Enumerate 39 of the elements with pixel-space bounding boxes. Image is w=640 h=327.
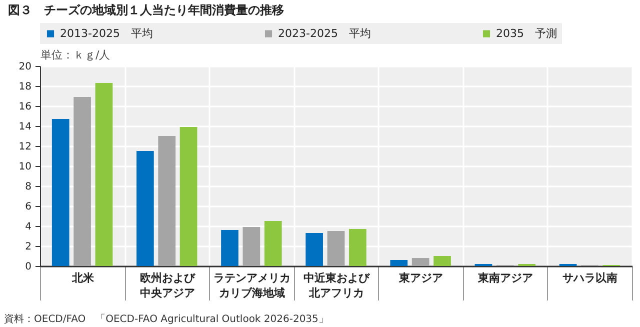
y-axis-title: 単位：ｋｇ/人 — [40, 48, 110, 62]
x-tick-label: ラテンアメリカカリブ海地域 — [213, 272, 290, 300]
bar — [158, 136, 176, 266]
bar — [180, 127, 198, 266]
bar — [242, 227, 260, 266]
x-tick-label: 東アジア — [398, 272, 444, 284]
y-tick-label: 6 — [25, 202, 32, 212]
y-tick-label: 0 — [25, 262, 32, 272]
y-tick-label: 14 — [18, 122, 32, 132]
legend-label: 2035 予測 — [496, 26, 557, 40]
bar — [221, 230, 238, 266]
bar — [349, 229, 366, 266]
bar — [390, 260, 408, 266]
x-tick-label: 北米 — [70, 272, 95, 284]
bar — [264, 221, 282, 266]
y-tick-label: 16 — [18, 102, 32, 112]
bar — [306, 233, 323, 266]
bar — [327, 231, 345, 266]
text: 資料：OECD/FAO 「OECD-FAO Agricultural Outlook 2026-2035」 — [4, 312, 328, 326]
y-tick-label: 20 — [18, 62, 32, 72]
x-tick-label: 中近東および北アフリカ — [304, 272, 370, 300]
y-tick-label: 12 — [18, 142, 32, 152]
bar — [74, 97, 91, 266]
y-tick-label: 10 — [18, 162, 32, 172]
bar — [52, 119, 70, 266]
y-tick-label: 18 — [18, 82, 32, 92]
bar — [434, 256, 451, 266]
x-tick-label: 東南アジア — [477, 272, 534, 284]
y-tick-label: 4 — [25, 222, 32, 232]
bar — [95, 83, 113, 266]
bar — [136, 151, 154, 266]
x-tick-label: 欧州および中央アジア — [140, 272, 196, 300]
legend-label: 2023-2025 平均 — [278, 26, 371, 40]
x-tick-label: サハラ以南 — [562, 272, 618, 284]
bar — [412, 258, 430, 266]
chart-title: 図３ チーズの地域別１人当たり年間消費量の推移 — [8, 3, 284, 17]
legend-label: 2013-2025 平均 — [60, 26, 153, 40]
y-tick-label: 8 — [25, 182, 32, 192]
y-tick-label: 2 — [25, 242, 32, 252]
